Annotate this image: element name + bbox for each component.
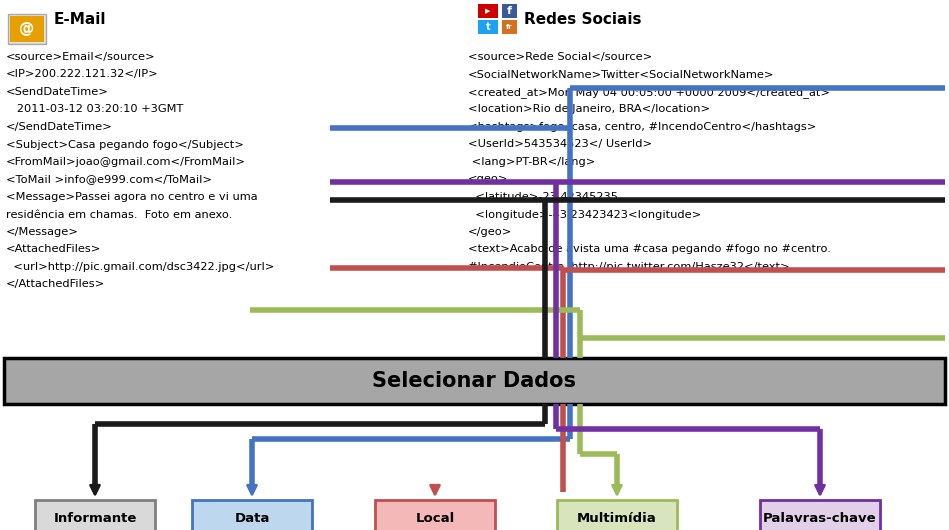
Text: @: @ xyxy=(19,22,34,37)
FancyBboxPatch shape xyxy=(502,4,517,18)
FancyBboxPatch shape xyxy=(192,500,312,530)
Text: <source>Rede Social</source>: <source>Rede Social</source> xyxy=(468,52,652,62)
Text: <latitude>-23.42345235: <latitude>-23.42345235 xyxy=(468,192,618,202)
Text: <hashtags>fogo, casa, centro, #IncendoCentro</hashtags>: <hashtags>fogo, casa, centro, #IncendoCe… xyxy=(468,122,816,132)
Text: <geo>: <geo> xyxy=(468,174,509,184)
Text: <url>http://pic.gmail.com/dsc3422.jpg</url>: <url>http://pic.gmail.com/dsc3422.jpg</u… xyxy=(6,262,274,272)
FancyBboxPatch shape xyxy=(478,20,498,34)
FancyBboxPatch shape xyxy=(557,500,677,530)
Text: <SocialNetworkName>Twitter<SocialNetworkName>: <SocialNetworkName>Twitter<SocialNetwork… xyxy=(468,69,774,80)
Text: ▶: ▶ xyxy=(485,8,491,14)
Text: <Message>Passei agora no centro e vi uma: <Message>Passei agora no centro e vi uma xyxy=(6,192,257,202)
Text: </SendDateTime>: </SendDateTime> xyxy=(6,122,113,132)
FancyBboxPatch shape xyxy=(478,4,498,18)
Text: f: f xyxy=(507,6,512,16)
Text: <FromMail>joao@gmail.com</FromMail>: <FromMail>joao@gmail.com</FromMail> xyxy=(6,157,246,167)
Text: fr: fr xyxy=(506,24,512,30)
FancyBboxPatch shape xyxy=(760,500,880,530)
FancyBboxPatch shape xyxy=(8,14,46,44)
Text: <lang>PT-BR</lang>: <lang>PT-BR</lang> xyxy=(468,157,595,167)
Text: <IP>200.222.121.32</IP>: <IP>200.222.121.32</IP> xyxy=(6,69,158,80)
Text: </geo>: </geo> xyxy=(468,227,512,237)
Text: <longitude>-43.23423423<longitude>: <longitude>-43.23423423<longitude> xyxy=(468,209,701,219)
Text: <SendDateTime>: <SendDateTime> xyxy=(6,87,109,97)
Text: Redes Sociais: Redes Sociais xyxy=(524,13,642,28)
Text: Data: Data xyxy=(234,511,270,525)
Text: <ToMail >info@e999.com</ToMail>: <ToMail >info@e999.com</ToMail> xyxy=(6,174,212,184)
Text: <Subject>Casa pegando fogo</Subject>: <Subject>Casa pegando fogo</Subject> xyxy=(6,139,244,149)
Text: residência em chamas.  Foto em anexo.: residência em chamas. Foto em anexo. xyxy=(6,209,233,219)
FancyBboxPatch shape xyxy=(10,16,44,42)
FancyBboxPatch shape xyxy=(4,358,945,404)
Text: <source>Email</source>: <source>Email</source> xyxy=(6,52,156,62)
Text: <location>Rio de Janeiro, BRA</location>: <location>Rio de Janeiro, BRA</location> xyxy=(468,104,710,114)
Text: Palavras-chave: Palavras-chave xyxy=(763,511,877,525)
Text: Selecionar Dados: Selecionar Dados xyxy=(372,371,576,391)
Text: <created_at>Mon May 04 00:05:00 +0000 2009</created_at>: <created_at>Mon May 04 00:05:00 +0000 20… xyxy=(468,87,830,98)
Text: <AttachedFiles>: <AttachedFiles> xyxy=(6,244,102,254)
Text: Multimídia: Multimídia xyxy=(577,511,657,525)
Text: </Message>: </Message> xyxy=(6,227,79,237)
Text: Informante: Informante xyxy=(53,511,137,525)
FancyBboxPatch shape xyxy=(35,500,155,530)
Text: Local: Local xyxy=(416,511,455,525)
Text: <UserId>543534523</ UserId>: <UserId>543534523</ UserId> xyxy=(468,139,652,149)
Text: t: t xyxy=(486,22,491,32)
Text: E-Mail: E-Mail xyxy=(54,13,106,28)
FancyBboxPatch shape xyxy=(375,500,495,530)
Text: 2011-03-12 03:20:10 +3GMT: 2011-03-12 03:20:10 +3GMT xyxy=(6,104,183,114)
FancyBboxPatch shape xyxy=(502,20,517,34)
Text: #IncendioCentro. http://pic.twitter.com/Hasze32</text>: #IncendioCentro. http://pic.twitter.com/… xyxy=(468,262,790,272)
Text: <text>Acabo de avista uma #casa pegando #fogo no #centro.: <text>Acabo de avista uma #casa pegando … xyxy=(468,244,831,254)
Text: </AttachedFiles>: </AttachedFiles> xyxy=(6,279,105,289)
